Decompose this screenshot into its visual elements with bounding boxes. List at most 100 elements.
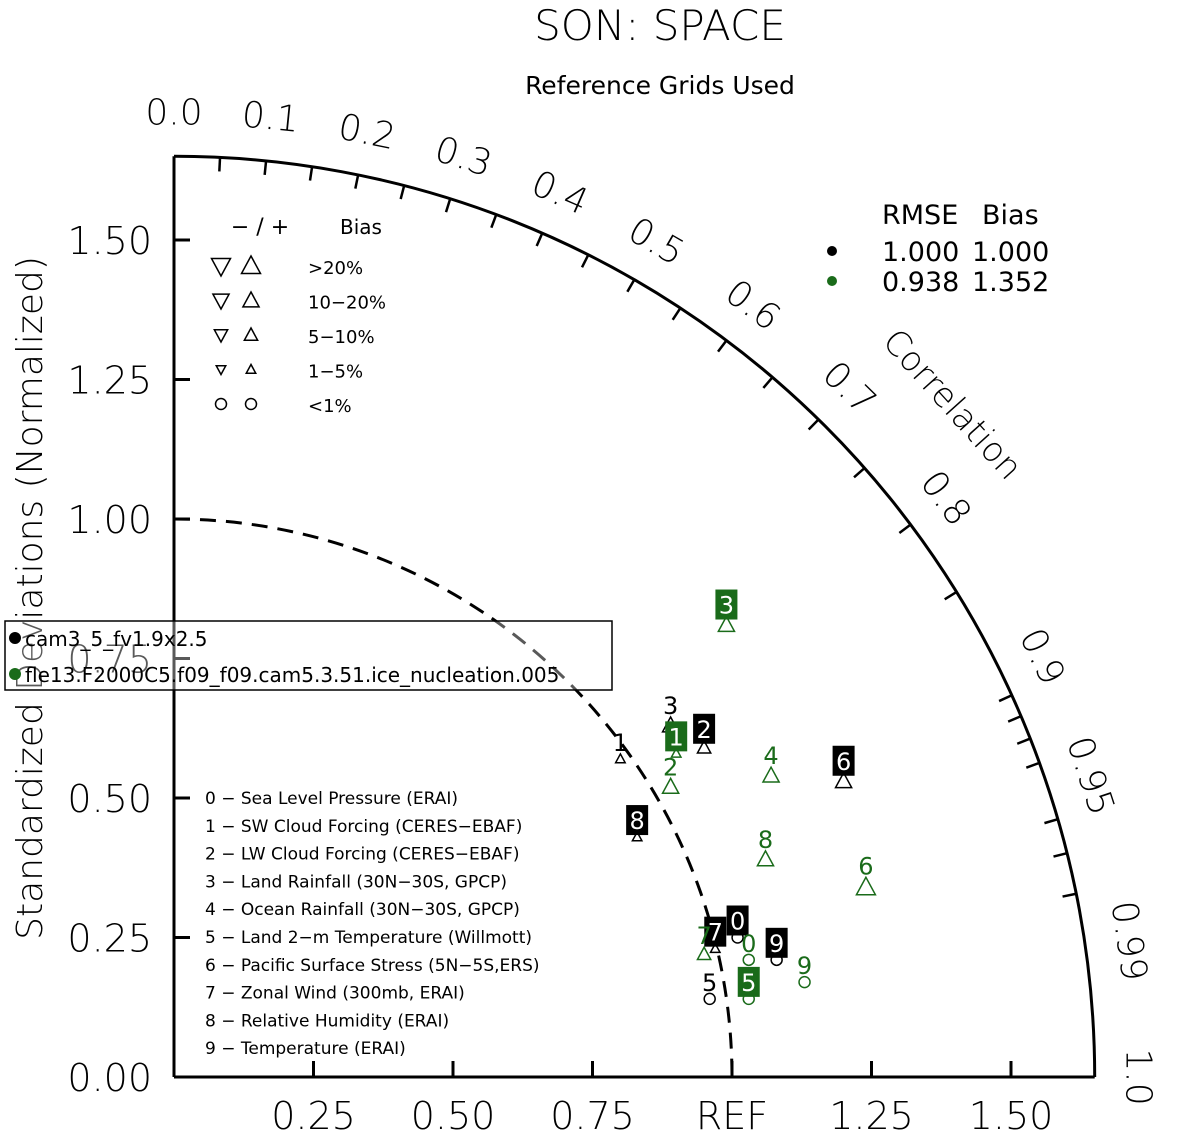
y-tick-label: 1.50 xyxy=(67,219,152,263)
data-point-label: 8 xyxy=(629,807,644,835)
data-point-label: 0 xyxy=(741,930,756,958)
correlation-tick xyxy=(717,339,728,353)
variable-list: 0 − Sea Level Pressure (ERAI) 1 − SW Clou… xyxy=(205,789,540,1059)
correlation-tick xyxy=(807,418,820,431)
correlation-tick xyxy=(490,214,498,229)
data-point-label: 6 xyxy=(858,852,873,880)
data-point-marker xyxy=(696,739,713,754)
correlation-tick-label: 1.0 xyxy=(1118,1048,1159,1105)
bias-legend-triangle-down-icon xyxy=(211,293,231,311)
correlation-tick xyxy=(308,166,314,181)
data-point-marker xyxy=(614,752,627,764)
rmse-header: RMSE xyxy=(882,200,958,231)
bias-legend-label: <1% xyxy=(308,396,352,417)
data-point-label: 6 xyxy=(836,748,851,776)
correlation-tick xyxy=(354,174,360,189)
rmse-row-2-bias: 1.352 xyxy=(972,267,1049,298)
correlation-tick xyxy=(399,185,406,200)
correlation-tick xyxy=(218,157,222,172)
data-point-marker xyxy=(696,945,713,961)
correlation-tick xyxy=(444,198,452,213)
case-legend-2-name: fle13.F2000C5.f09_f09.cam5.3.51.ice_nucl… xyxy=(25,663,559,687)
correlation-tick xyxy=(626,279,636,293)
data-point-label: 7 xyxy=(708,919,723,947)
bias-legend-triangle-down-icon xyxy=(210,257,232,278)
data-point-label-box xyxy=(832,745,855,776)
y-tick-label: 0.00 xyxy=(67,1056,152,1100)
rmse-row-2-rmse: 0.938 xyxy=(882,267,959,298)
data-point-label-box xyxy=(726,905,749,936)
variable-list-item: 7 − Zonal Wind (300mb, ERAI) xyxy=(205,984,465,1004)
data-point-label: 4 xyxy=(763,742,778,770)
correlation-tick-label: 0.5 xyxy=(621,210,691,274)
data-point-label-box xyxy=(693,713,716,744)
y-tick-label: 0.25 xyxy=(67,917,152,961)
correlation-arc xyxy=(173,154,1097,1078)
data-point-label-box xyxy=(626,805,649,836)
bias-legend-triangle-up-icon xyxy=(241,290,261,308)
variable-list-item: 8 − Relative Humidity (ERAI) xyxy=(205,1011,449,1031)
data-point-marker xyxy=(798,975,811,989)
y-tick-label: 1.00 xyxy=(67,498,152,542)
y-tick-label: 0.75 xyxy=(67,638,152,682)
bias-legend-circle-icon xyxy=(244,397,258,411)
correlation-tick-label: 0.1 xyxy=(240,94,301,140)
correlation-tick-label: 0.99 xyxy=(1103,898,1155,983)
data-point-label: 5 xyxy=(741,969,756,997)
data-point-marker xyxy=(761,765,781,783)
correlation-tick-label: 0.8 xyxy=(912,463,979,533)
bias-legend-label: 5−10% xyxy=(308,327,375,348)
bias-legend-label: 1−5% xyxy=(308,362,363,383)
correlation-tick xyxy=(853,467,866,479)
correlation-tick-label: 0.9 xyxy=(1011,622,1073,691)
data-point-marker xyxy=(670,746,683,758)
data-point-label: 9 xyxy=(797,952,812,980)
bias-legend-triangle-down-icon xyxy=(214,365,228,377)
rmse-bias-table: RMSE Bias 1.000 1.000 0.938 1.352 xyxy=(827,200,1049,298)
correlation-tick xyxy=(580,254,590,268)
variable-list-item: 4 − Ocean Rainfall (30N−30S, GPCP) xyxy=(205,900,520,920)
data-point-marker xyxy=(742,953,755,967)
correlation-tick xyxy=(535,232,544,247)
bias-header: Bias xyxy=(982,200,1039,231)
correlation-tick xyxy=(1053,851,1068,858)
correlation-axis-label: Correlation xyxy=(874,321,1030,488)
correlation-tick-label: 0.95 xyxy=(1058,731,1122,820)
correlation-tick-label: 0.6 xyxy=(717,272,787,339)
data-point-label: 2 xyxy=(663,753,678,781)
variable-list-item: 9 − Temperature (ERAI) xyxy=(205,1039,406,1059)
bias-legend-circle-icon xyxy=(214,397,228,411)
variable-list-item: 1 − SW Cloud Forcing (CERES−EBAF) xyxy=(205,817,522,837)
case-legend-1-name: cam3_5_fv1.9x2.5 xyxy=(25,627,208,651)
data-point-label: 0 xyxy=(730,908,745,936)
data-point-label: 5 xyxy=(702,969,717,997)
correlation-tick-label: 0.3 xyxy=(430,129,497,185)
bias-legend-triangle-up-icon xyxy=(240,254,262,275)
data-point-label: 3 xyxy=(663,692,678,720)
bias-legend-sign-header: − / + xyxy=(231,215,289,240)
correlation-tick-label: 0.0 xyxy=(145,92,202,133)
data-point-label: 2 xyxy=(696,716,711,744)
data-point-label: 9 xyxy=(769,930,784,958)
bias-legend-triangle-up-icon xyxy=(243,326,259,341)
variable-list-item: 5 − Land 2−m Temperature (Willmott) xyxy=(205,928,532,948)
rmse-row-1-rmse: 1.000 xyxy=(882,237,959,268)
correlation-tick xyxy=(263,160,268,175)
bias-legend-label: 10−20% xyxy=(308,293,386,314)
data-point-marker xyxy=(855,875,877,896)
bias-legend: − / + Bias >20% 10−20% 5−10% 1−5% <1% xyxy=(210,215,386,417)
data-point-label: 1 xyxy=(613,729,628,757)
correlation-tick-label: 0.4 xyxy=(525,163,594,223)
correlation-tick xyxy=(1007,715,1022,723)
correlation-tick xyxy=(944,590,958,601)
data-point-marker xyxy=(834,771,853,789)
case-legend: cam3_5_fv1.9x2.5 fle13.F2000C5.f09_f09.c… xyxy=(4,620,613,691)
variable-list-item: 3 − Land Rainfall (30N−30S, GPCP) xyxy=(205,872,507,892)
correlation-tick xyxy=(1062,892,1077,898)
correlation-tick xyxy=(898,523,912,534)
case-legend-1-marker xyxy=(9,632,21,644)
data-point-marker xyxy=(703,992,716,1006)
x-tick-label: 1.25 xyxy=(829,1094,914,1135)
